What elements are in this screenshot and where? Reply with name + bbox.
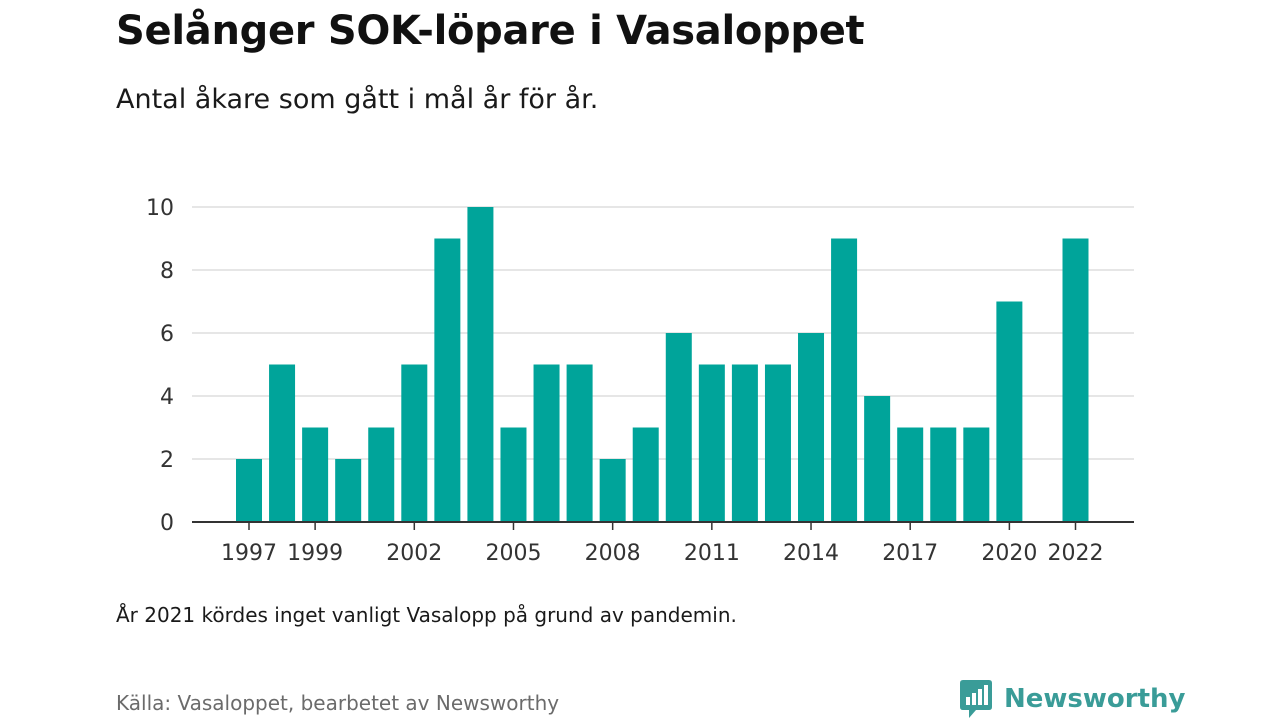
bar-2010: [665, 333, 692, 522]
bar-2011: [698, 364, 725, 522]
bar-2017: [897, 427, 924, 522]
y-tick-label: 0: [160, 511, 174, 536]
x-tick-label: 1997: [221, 541, 277, 566]
x-tick-label: 2005: [485, 541, 541, 566]
x-tick-label: 2011: [684, 541, 740, 566]
bar-2019: [963, 427, 990, 522]
bar-2002: [401, 364, 428, 522]
bar-1997: [236, 459, 262, 522]
chart-title: Selånger SOK-löpare i Vasaloppet: [116, 8, 865, 54]
bar-2003: [434, 238, 461, 522]
y-tick-label: 6: [160, 322, 174, 347]
newsworthy-logo-icon: [960, 680, 992, 718]
x-tick-label: 2022: [1048, 541, 1104, 566]
bar-2015: [831, 238, 858, 522]
bar-2013: [764, 364, 791, 522]
logo-text: Newsworthy: [1004, 684, 1186, 714]
bar-1998: [269, 364, 296, 522]
y-tick-label: 2: [160, 448, 174, 473]
bar-1999: [302, 427, 329, 522]
y-tick-label: 8: [160, 259, 174, 284]
bar-2022: [1062, 238, 1089, 522]
y-tick-label: 10: [146, 196, 174, 221]
bar-2005: [500, 427, 527, 522]
x-tick-label: 2008: [585, 541, 641, 566]
bar-2001: [368, 427, 395, 522]
x-tick-label: 2020: [981, 541, 1037, 566]
bar-2004: [467, 207, 494, 522]
x-tick-label: 2002: [386, 541, 442, 566]
x-tick-label: 2014: [783, 541, 839, 566]
newsworthy-logo: Newsworthy: [960, 680, 1185, 718]
bar-2014: [798, 333, 825, 522]
x-tick-label: 1999: [287, 541, 343, 566]
bar-2009: [632, 427, 659, 522]
bar-2006: [533, 364, 560, 522]
y-tick-label: 4: [160, 385, 174, 410]
bar-2007: [566, 364, 593, 522]
source-text: Källa: Vasaloppet, bearbetet av Newswort…: [116, 691, 560, 715]
bar-2012: [731, 364, 758, 522]
x-tick-label: 2017: [882, 541, 938, 566]
chart-subtitle: Antal åkare som gått i mål år för år.: [116, 84, 599, 115]
chart-note: År 2021 kördes inget vanligt Vasalopp på…: [116, 603, 737, 627]
bar-2018: [930, 427, 957, 522]
bar-2016: [864, 396, 891, 522]
bar-chart: 0 2 4 6 8 10 1997 1999 2002 2005 2008 2011 2014 2017 2…: [146, 196, 1134, 566]
bar-2000: [335, 459, 362, 522]
bar-2008: [599, 459, 626, 522]
bar-2020: [996, 301, 1023, 522]
